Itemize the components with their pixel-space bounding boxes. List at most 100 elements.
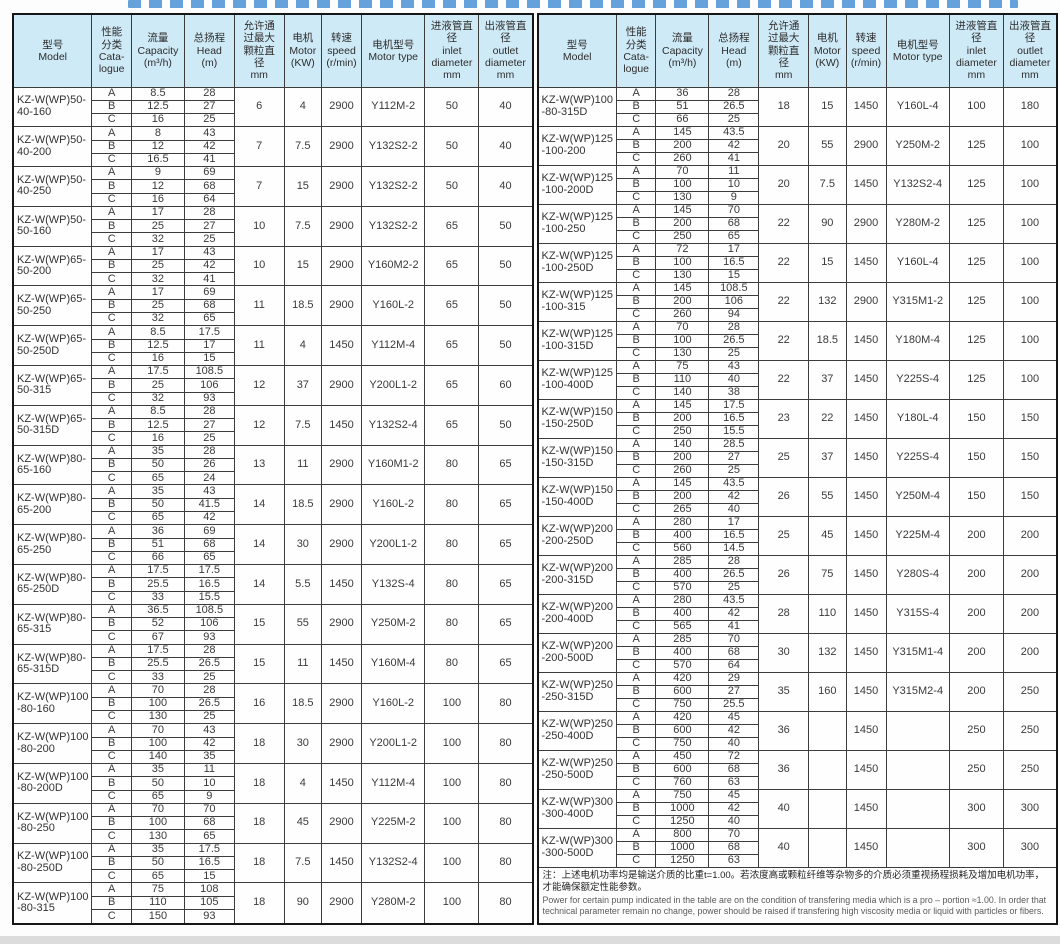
outlet-diameter-cell: 50: [478, 205, 533, 247]
motor-type-cell: Y160L-4: [885, 86, 950, 127]
particle-size-cell: 23: [758, 398, 810, 439]
head-cell: 43: [183, 245, 235, 260]
speed-cell: 1450: [845, 554, 887, 595]
catalogue-cell: A: [91, 166, 132, 181]
inlet-diameter-cell: 100: [424, 882, 480, 925]
capacity-cell: 32: [130, 391, 185, 406]
catalogue-cell: A: [615, 125, 657, 140]
inlet-diameter-cell: 80: [424, 484, 480, 526]
motor-type-cell: Y315M2-4: [885, 671, 950, 712]
motor-type-cell: [885, 827, 950, 868]
capacity-cell: 8: [130, 126, 185, 141]
speed-cell: 1450: [845, 164, 887, 205]
catalogue-cell: C: [91, 152, 132, 168]
particle-size-cell: 25: [758, 437, 810, 478]
capacity-cell: 130: [655, 346, 710, 361]
catalogue-cell: B: [91, 537, 132, 552]
capacity-cell: 75: [130, 882, 185, 897]
inlet-diameter-cell: 50: [424, 86, 480, 128]
capacity-cell: 130: [130, 829, 185, 844]
capacity-cell: 36.5: [130, 603, 185, 619]
motor-type-cell: Y180M-4: [885, 320, 950, 361]
catalogue-cell: B: [91, 219, 132, 234]
motor-power-cell: 160: [808, 671, 847, 712]
outlet-diameter-cell: 100: [1002, 125, 1058, 166]
motor-type-cell: Y160L-2: [361, 285, 426, 327]
motor-type-cell: Y112M-2: [361, 86, 426, 128]
catalogue-cell: A: [91, 882, 132, 897]
catalogue-cell: C: [615, 853, 657, 868]
model-cell: KZ-W(WP)125-100-200: [537, 125, 617, 166]
outlet-diameter-cell: 40: [478, 166, 533, 207]
head-cell: 16.5: [183, 577, 235, 592]
speed-cell: 2900: [321, 524, 363, 566]
model-cell: KZ-W(WP)150-150-315D: [537, 437, 617, 478]
inlet-diameter-cell: 125: [948, 320, 1004, 361]
head-cell: 26.5: [708, 333, 760, 348]
catalogue-cell: B: [615, 723, 657, 738]
motor-type-cell: Y225M-4: [885, 515, 950, 556]
capacity-cell: 32: [130, 272, 185, 287]
inlet-diameter-cell: 100: [424, 763, 480, 804]
model-cell: KZ-W(WP)150-150-250D: [537, 398, 617, 439]
head-cell: 25: [183, 232, 235, 247]
head-cell: 70: [708, 203, 760, 218]
motor-type-cell: Y132S2-4: [361, 842, 426, 884]
motor-power-cell: 11: [283, 643, 323, 685]
head-cell: 43: [183, 723, 235, 738]
head-cell: 26.5: [708, 567, 760, 582]
catalogue-cell: A: [91, 245, 132, 260]
head-cell: 27: [708, 684, 760, 699]
capacity-cell: 35: [130, 763, 185, 778]
speed-cell: 1450: [845, 320, 887, 361]
model-cell: KZ-W(WP)125-100-250: [537, 203, 617, 244]
speed-cell: 1450: [845, 788, 887, 829]
column-header-motortype: 电机型号 Motor type: [361, 13, 426, 88]
motor-power-cell: 90: [283, 882, 323, 925]
motor-type-cell: Y160L-2: [361, 484, 426, 526]
head-cell: 63: [708, 775, 760, 790]
motor-power-cell: 4: [283, 325, 323, 367]
capacity-cell: 65: [130, 869, 185, 884]
head-cell: 11: [708, 164, 760, 179]
capacity-cell: 36: [130, 524, 185, 539]
capacity-cell: 1250: [655, 853, 710, 868]
motor-power-cell: 55: [283, 603, 323, 645]
head-cell: 42: [708, 723, 760, 738]
particle-size-cell: 26: [758, 554, 810, 595]
outlet-diameter-cell: 200: [1002, 515, 1058, 556]
motor-power-cell: 30: [283, 524, 323, 566]
particle-size-cell: 22: [758, 320, 810, 361]
particle-size-cell: 16: [233, 683, 285, 725]
column-header-outlet: 出液管直径 outlet diameter mm: [1002, 13, 1058, 88]
motor-type-cell: Y132S2-2: [361, 166, 426, 207]
catalogue-cell: A: [91, 524, 132, 539]
capacity-cell: 16: [130, 431, 185, 446]
catalogue-cell: C: [91, 709, 132, 725]
head-cell: 41: [183, 272, 235, 287]
capacity-cell: 100: [130, 736, 185, 751]
catalogue-cell: C: [615, 190, 657, 205]
speed-cell: 2900: [321, 802, 363, 844]
catalogue-cell: B: [91, 577, 132, 592]
speed-cell: 2900: [321, 126, 363, 168]
model-cell: KZ-W(WP)80-65-250D: [12, 564, 93, 605]
motor-type-cell: Y315M1-4: [885, 632, 950, 673]
head-cell: 24: [183, 471, 235, 486]
catalogue-cell: A: [615, 242, 657, 257]
head-cell: 17.5: [708, 398, 760, 413]
capacity-cell: 70: [130, 683, 185, 698]
outlet-diameter-cell: 200: [1002, 593, 1058, 634]
outlet-diameter-cell: 100: [1002, 320, 1058, 361]
speed-cell: 2900: [321, 365, 363, 406]
head-cell: 40: [708, 372, 760, 387]
capacity-cell: 800: [655, 827, 710, 842]
footnote-english: Power for certain pump indicated in the …: [542, 895, 1047, 917]
catalogue-cell: B: [615, 801, 657, 816]
head-cell: 68: [183, 537, 235, 552]
inlet-diameter-cell: 65: [424, 205, 480, 247]
model-cell: KZ-W(WP)100-80-250D: [12, 842, 93, 884]
speed-cell: 1450: [845, 749, 887, 790]
column-header-head: 总扬程 Head (m): [708, 13, 760, 88]
model-cell: KZ-W(WP)65-50-315: [12, 365, 93, 406]
